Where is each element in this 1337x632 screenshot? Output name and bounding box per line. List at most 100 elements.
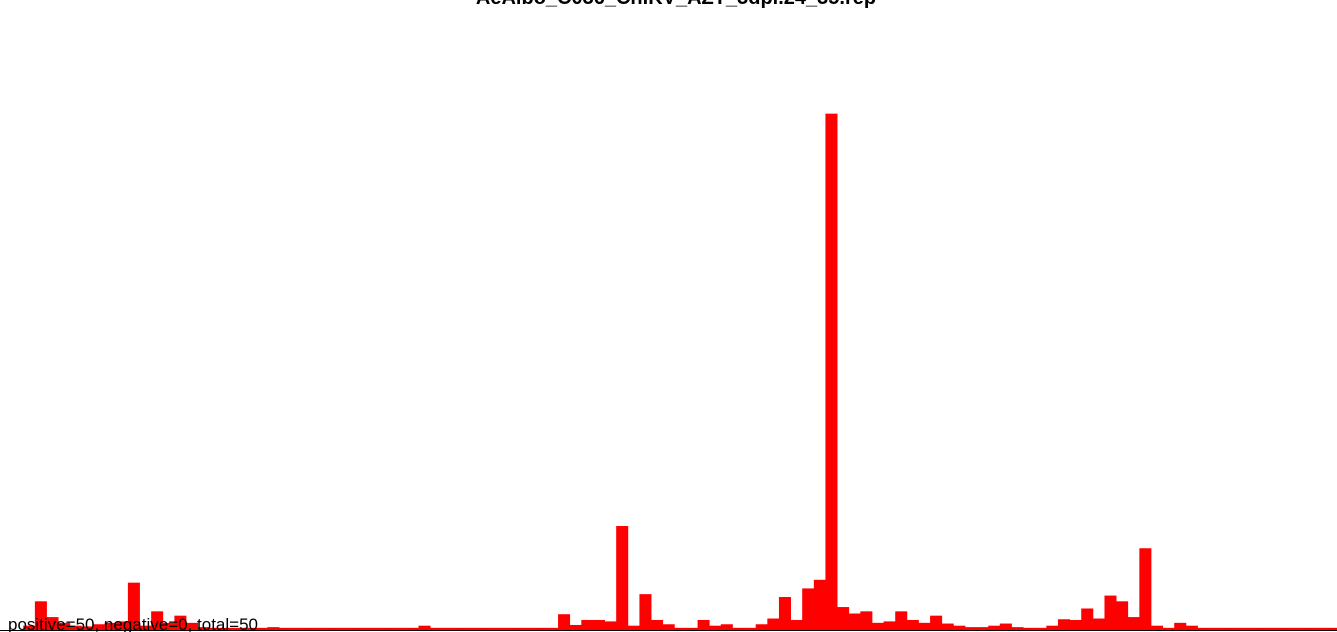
bar: [1278, 627, 1291, 630]
counts-annotation: positive=50, negative=0, total=50: [8, 615, 258, 632]
bar: [69, 625, 82, 630]
bar: [616, 526, 629, 630]
bar: [1011, 627, 1024, 630]
bar: [209, 627, 222, 630]
bar: [685, 627, 698, 630]
bar: [941, 623, 954, 630]
bar: [1150, 625, 1164, 630]
bar: [860, 611, 873, 630]
bar: [1302, 627, 1315, 630]
bar: [767, 618, 780, 630]
bar: [523, 627, 536, 630]
bar: [837, 607, 850, 630]
bar: [465, 627, 478, 630]
bar: [1081, 608, 1094, 630]
bar: [418, 625, 431, 630]
bar: [1139, 548, 1152, 630]
bar: [964, 627, 977, 630]
bar: [1290, 627, 1303, 630]
bar: [813, 579, 826, 630]
bar: [1046, 625, 1059, 630]
bar: [825, 113, 838, 630]
bar: [1069, 619, 1082, 630]
bar: [604, 621, 617, 630]
bar: [1092, 618, 1105, 630]
bar: [848, 613, 861, 630]
bar: [337, 627, 350, 630]
bar: [1185, 625, 1198, 630]
bar: [802, 588, 815, 630]
bar: [441, 627, 454, 630]
bar: [372, 627, 385, 630]
bar: [651, 619, 664, 630]
bar: [395, 627, 408, 630]
bar: [581, 619, 594, 630]
bar: [1104, 595, 1117, 630]
bar: [569, 624, 582, 630]
bar: [186, 622, 199, 630]
bar: [290, 627, 303, 630]
bar: [790, 619, 803, 630]
bar: [313, 627, 326, 630]
bar: [453, 627, 466, 630]
chart-title: AeAlbo_C036_ChIKV_AZT_3dpi.24_35.rep: [476, 0, 876, 9]
bar: [406, 627, 419, 630]
bar: [244, 627, 257, 630]
bar: [883, 621, 896, 630]
bar: [34, 601, 47, 630]
bar: [1267, 627, 1280, 630]
bar: [1197, 627, 1210, 630]
bar: [1232, 627, 1245, 630]
bar: [93, 624, 106, 630]
bar: [697, 619, 710, 630]
bar: [1116, 601, 1129, 630]
bar: [546, 627, 559, 630]
bar: [255, 627, 268, 630]
bar: [906, 619, 919, 630]
bar: [895, 611, 908, 630]
bar: [1255, 627, 1268, 630]
bar: [104, 622, 117, 630]
bar: [918, 622, 931, 630]
bar: [930, 615, 943, 630]
bar: [720, 624, 733, 630]
bar: [279, 627, 292, 630]
bar: [871, 622, 884, 630]
bar: [127, 582, 140, 630]
bar: [325, 627, 338, 630]
bar: [778, 597, 791, 630]
bar: [383, 627, 396, 630]
bar: [139, 625, 152, 630]
bar: [1023, 627, 1036, 630]
bar: [81, 626, 94, 630]
bar: [1034, 627, 1047, 630]
bar: [23, 625, 36, 630]
bar: [674, 627, 687, 630]
bar: [46, 617, 59, 630]
bar: [999, 623, 1012, 630]
bar: [732, 627, 745, 630]
bar: [302, 627, 315, 630]
bar: [476, 627, 489, 630]
bar: [1220, 627, 1233, 630]
bar: [174, 615, 187, 630]
bar: [430, 627, 443, 630]
bar: [1325, 627, 1337, 630]
bar: [592, 619, 605, 630]
bars-group: [23, 113, 1337, 630]
bar: [220, 627, 233, 630]
bar: [953, 625, 966, 630]
bar: [511, 627, 524, 630]
bar: [1162, 627, 1175, 630]
bar: [988, 625, 1001, 630]
bar: [1313, 627, 1326, 630]
bar: [151, 611, 164, 630]
bar: [662, 624, 675, 630]
bar: [232, 627, 245, 630]
bar: [1127, 617, 1140, 630]
bar: [709, 625, 722, 630]
bar: [534, 627, 547, 630]
bar: [1243, 627, 1257, 630]
bar: [499, 627, 512, 630]
